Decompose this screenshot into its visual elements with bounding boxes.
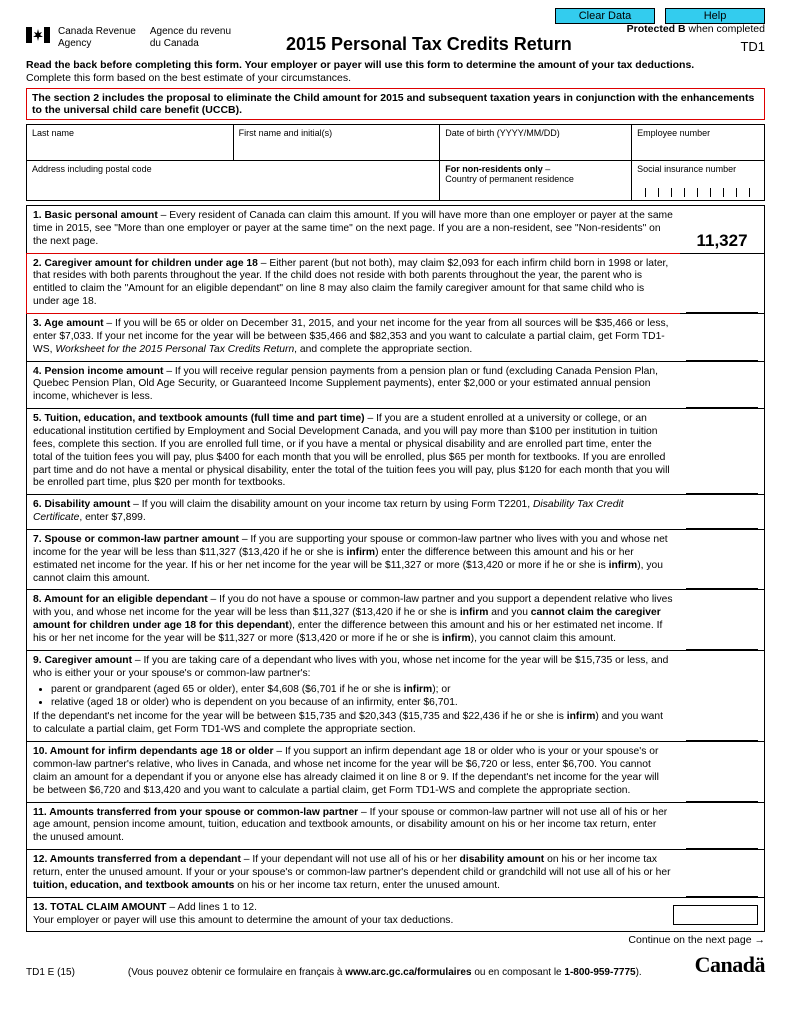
line-11: 11. Amounts transferred from your spouse… <box>27 802 764 850</box>
line-12-amount[interactable] <box>679 850 764 897</box>
form-header: Canada Revenue Agency Agence du revenu d… <box>26 26 765 55</box>
agency-name-fr: Agence du revenu du Canada <box>150 26 231 49</box>
line-5: 5. Tuition, education, and textbook amou… <box>27 408 764 494</box>
line-1-amount: 11,327 <box>680 231 764 253</box>
page-footer: TD1 E (15) (Vous pouvez obtenir ce formu… <box>26 952 765 978</box>
form-code: TD1 <box>627 39 765 54</box>
line-8: 8. Amount for an eligible dependant – If… <box>27 589 764 649</box>
line-3-amount[interactable] <box>679 314 764 361</box>
continue-note: Continue on the next page → <box>26 934 765 946</box>
agency-en-line2: Agency <box>58 38 136 50</box>
line-10-amount[interactable] <box>679 742 764 801</box>
first-name-field[interactable]: First name and initial(s) <box>233 125 440 161</box>
canada-flag-icon <box>26 27 50 43</box>
line-4: 4. Pension income amount – If you will r… <box>27 361 764 409</box>
section2-notice: The section 2 includes the proposal to e… <box>26 88 765 120</box>
line-7: 7. Spouse or common-law partner amount –… <box>27 529 764 589</box>
identity-table: Last name First name and initial(s) Date… <box>26 124 765 201</box>
dob-field[interactable]: Date of birth (YYYY/MM/DD) <box>440 125 632 161</box>
sin-field[interactable]: Social insurance number <box>632 161 765 201</box>
notice-text: The section 2 includes the proposal to e… <box>32 92 754 116</box>
line-4-amount[interactable] <box>679 362 764 409</box>
line-9: 9. Caregiver amount – If you are taking … <box>27 650 764 741</box>
line-10: 10. Amount for infirm dependants age 18 … <box>27 741 764 801</box>
employee-number-field[interactable]: Employee number <box>632 125 765 161</box>
line-6-amount[interactable] <box>679 495 764 529</box>
form-edition-code: TD1 E (15) <box>26 967 75 978</box>
last-name-field[interactable]: Last name <box>27 125 234 161</box>
line-3: 3. Age amount – If you will be 65 or old… <box>27 313 764 361</box>
line-7-amount[interactable] <box>679 530 764 589</box>
agency-name-en: Canada Revenue Agency <box>58 26 136 49</box>
non-resident-field[interactable]: For non-residents only –Country of perma… <box>440 161 632 201</box>
arrow-icon: → <box>755 934 766 946</box>
line-8-amount[interactable] <box>679 590 764 649</box>
clear-data-button[interactable]: Clear Data <box>555 8 655 24</box>
address-field[interactable]: Address including postal code <box>27 161 440 201</box>
intro-bold: Read the back before completing this for… <box>26 59 765 71</box>
line-9-bullet-1: parent or grandparent (aged 65 or older)… <box>51 683 673 696</box>
protected-label: Protected B when completed <box>627 23 765 35</box>
total-claim-amount[interactable] <box>673 905 758 925</box>
line-9-bullet-2: relative (aged 18 or older) who is depen… <box>51 696 673 709</box>
agency-fr-line2: du Canada <box>150 38 231 50</box>
line-2-amount[interactable] <box>679 254 764 313</box>
help-button[interactable]: Help <box>665 8 765 24</box>
line-9-amount[interactable] <box>679 651 764 741</box>
line-1: 1. Basic personal amount – Every residen… <box>27 206 764 253</box>
canada-wordmark-icon: Canadä <box>695 952 765 978</box>
agency-fr-line1: Agence du revenu <box>150 26 231 38</box>
line-11-amount[interactable] <box>679 803 764 850</box>
form-title: 2015 Personal Tax Credits Return <box>231 34 627 55</box>
line-13-total: 13. TOTAL CLAIM AMOUNT – Add lines 1 to … <box>27 897 764 932</box>
claims-section: 1. Basic personal amount – Every residen… <box>26 205 765 932</box>
line-6: 6. Disability amount – If you will claim… <box>27 494 764 529</box>
line-5-amount[interactable] <box>679 409 764 494</box>
agency-en-line1: Canada Revenue <box>58 26 136 38</box>
footer-french-note: (Vous pouvez obtenir ce formulaire en fr… <box>75 967 695 978</box>
line-2: 2. Caregiver amount for children under a… <box>27 253 764 313</box>
intro-text: Complete this form based on the best est… <box>26 72 765 84</box>
line-12: 12. Amounts transferred from a dependant… <box>27 849 764 897</box>
